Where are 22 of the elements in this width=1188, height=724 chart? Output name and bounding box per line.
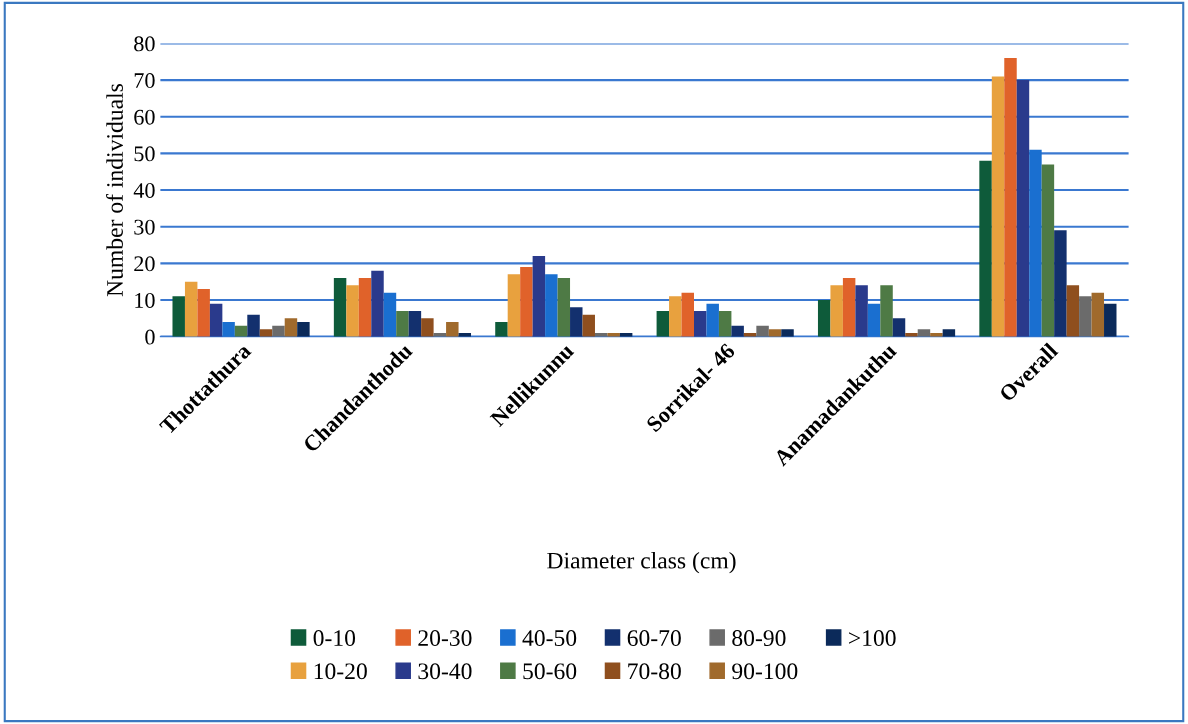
legend-label: 10-20 xyxy=(314,663,367,680)
y-tick-label: 30 xyxy=(134,219,155,235)
legend-label: 40-50 xyxy=(522,630,577,647)
y-tick-label: 20 xyxy=(134,256,155,272)
x-axis-title: Diameter class (cm) xyxy=(547,551,736,574)
y-tick-label: 60 xyxy=(134,109,155,125)
legend-label: 80-90 xyxy=(732,630,786,647)
y-tick-label: 40 xyxy=(133,182,155,198)
legend-label: 30-40 xyxy=(418,663,472,680)
legend-label: 20-30 xyxy=(418,630,472,647)
y-tick-label: 70 xyxy=(134,73,155,89)
y-tick-label: 10 xyxy=(135,292,155,308)
legend-label: >100 xyxy=(849,630,896,647)
legend-label: 60-70 xyxy=(627,630,681,647)
y-tick-label: 50 xyxy=(134,146,155,162)
legend-label: 70-80 xyxy=(628,663,681,680)
y-tick-label: 80 xyxy=(134,36,155,52)
legend-label: 50-60 xyxy=(523,663,577,680)
legend-label: 0-10 xyxy=(313,630,356,647)
y-axis-title: Number of individuals xyxy=(106,84,123,297)
y-tick-label: 0 xyxy=(145,329,155,345)
legend-label: 90-100 xyxy=(732,663,798,680)
